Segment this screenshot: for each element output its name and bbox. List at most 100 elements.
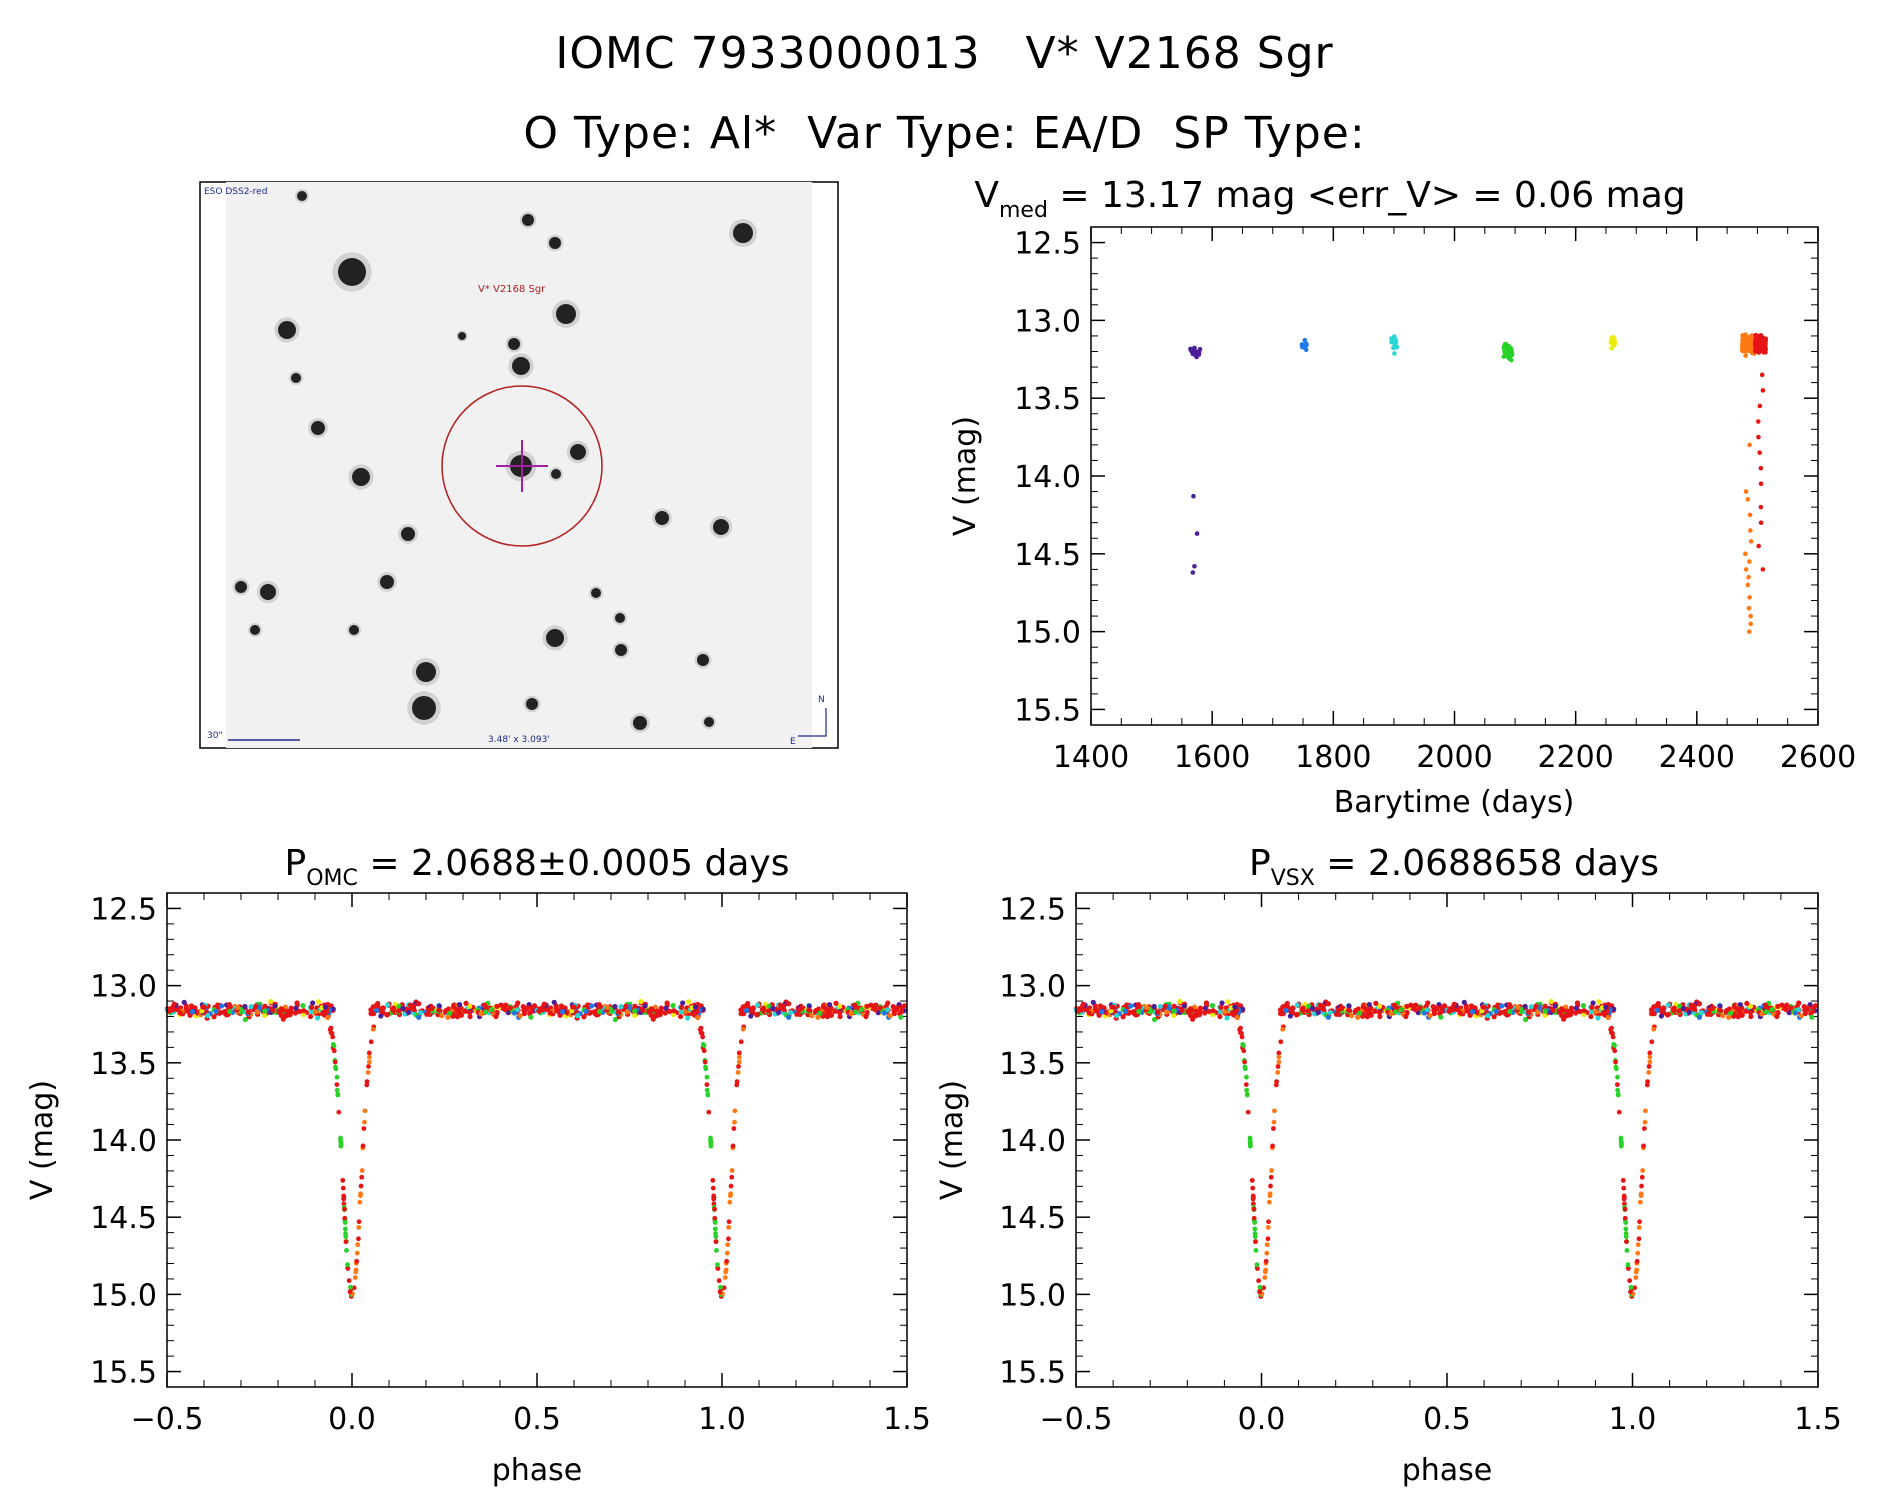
lightcurve-points bbox=[1188, 332, 1769, 634]
phase-omc-point bbox=[702, 1059, 708, 1065]
phase-vsx-point bbox=[1266, 1199, 1272, 1205]
lightcurve-point bbox=[1747, 559, 1752, 564]
phase-vsx-point bbox=[1763, 1009, 1769, 1015]
phase-omc-point bbox=[794, 1011, 800, 1017]
phase-omc-point bbox=[837, 1013, 843, 1020]
phase-vsx-ticks: −0.5 0.0 0.5 1.0 1.5 12.5 13.0 13.5 14.0 14.5 15.0… bbox=[999, 892, 1842, 1437]
phase-vsx-point bbox=[1622, 1195, 1627, 1200]
phase-vsx-point bbox=[1076, 1006, 1083, 1012]
phase-omc-point bbox=[734, 1079, 740, 1085]
phase-omc-point bbox=[701, 1043, 707, 1048]
phase-omc-point bbox=[482, 1002, 488, 1009]
phase-vsx-point bbox=[1299, 1006, 1305, 1012]
phase-omc-point bbox=[755, 1002, 761, 1008]
phase-vsx-point bbox=[1615, 1092, 1621, 1098]
phase-omc-point bbox=[712, 1226, 718, 1232]
finder-star bbox=[551, 469, 561, 479]
phase-omc-point bbox=[361, 1126, 367, 1131]
phase-vsx-point bbox=[1171, 1012, 1177, 1018]
lightcurve-point bbox=[1747, 442, 1752, 448]
phase-omc-point bbox=[354, 1250, 360, 1256]
lightcurve-point bbox=[1501, 345, 1507, 351]
phase-omc-ytick-label: 13.0 bbox=[90, 970, 157, 1005]
finder-stars bbox=[232, 189, 757, 733]
phase-vsx-point bbox=[1626, 1266, 1631, 1271]
phase-vsx-point bbox=[1596, 999, 1602, 1005]
phase-omc-point bbox=[183, 1005, 190, 1012]
phase-vsx-point bbox=[1357, 1010, 1363, 1016]
phase-vsx-point bbox=[1636, 1224, 1642, 1230]
phase-omc-point bbox=[385, 1002, 391, 1008]
phase-vsx-point bbox=[1810, 1004, 1816, 1011]
phase-omc-point bbox=[330, 1006, 336, 1012]
phase-vsx-point bbox=[1637, 1199, 1643, 1205]
phase-vsx-point bbox=[1720, 1013, 1726, 1019]
phase-omc-point bbox=[334, 1074, 340, 1080]
phase-vsx-point bbox=[1251, 1206, 1257, 1212]
phase-vsx-point bbox=[1163, 1009, 1170, 1015]
phase-vsx-point bbox=[1590, 1000, 1596, 1006]
phase-omc-point bbox=[837, 1003, 843, 1009]
finder-star bbox=[526, 698, 538, 710]
phase-omc-point bbox=[511, 1010, 517, 1016]
lightcurve-point bbox=[1191, 347, 1197, 352]
phase-omc-point bbox=[728, 1183, 734, 1189]
phase-omc-xtick-label: 0.0 bbox=[328, 1402, 376, 1437]
phase-vsx-point bbox=[1623, 1231, 1629, 1236]
phase-vsx-point bbox=[1438, 1009, 1445, 1015]
phase-omc-point bbox=[877, 1005, 883, 1011]
phase-vsx-point bbox=[1709, 1005, 1716, 1011]
phase-vsx-point bbox=[1646, 1064, 1652, 1069]
phase-omc-point bbox=[678, 1009, 684, 1015]
phase-vsx-point bbox=[1744, 1000, 1750, 1006]
finder-star bbox=[458, 332, 466, 340]
phase-vsx-ylabel: V (mag) bbox=[935, 1080, 970, 1200]
phase-vsx-point bbox=[1243, 1082, 1249, 1088]
finder-star bbox=[338, 258, 366, 286]
phase-vsx-point bbox=[1251, 1195, 1256, 1200]
phase-omc-point bbox=[314, 1015, 321, 1021]
figure-title-line1: IOMC 7933000013 V* V2168 Sgr bbox=[555, 28, 1334, 79]
phase-omc-point bbox=[745, 1003, 751, 1010]
phase-vsx-point bbox=[1680, 1005, 1686, 1012]
phase-omc-point bbox=[663, 1005, 669, 1011]
phase-omc-xtick-label: −0.5 bbox=[131, 1402, 204, 1437]
lightcurve-point bbox=[1760, 388, 1766, 393]
phase-omc-point bbox=[493, 1013, 499, 1020]
phase-vsx-point bbox=[1368, 1012, 1374, 1018]
phase-vsx-point bbox=[1269, 1168, 1275, 1173]
lightcurve-point bbox=[1744, 342, 1749, 348]
phase-vsx-point bbox=[1210, 1008, 1216, 1014]
phase-omc-ytick-label: 14.0 bbox=[90, 1124, 157, 1159]
phase-omc-point bbox=[370, 1026, 376, 1032]
phase-omc-point bbox=[722, 1275, 728, 1280]
phase-omc-point bbox=[833, 1000, 839, 1006]
phase-omc-point bbox=[312, 1009, 318, 1015]
phase-omc-point bbox=[624, 1009, 630, 1015]
phase-vsx-point bbox=[1241, 1043, 1246, 1048]
lightcurve-point bbox=[1747, 512, 1753, 518]
phase-omc-point bbox=[292, 1010, 298, 1016]
phase-vsx-ytick-label: 12.5 bbox=[999, 892, 1066, 927]
phase-omc-point bbox=[336, 1109, 342, 1115]
phase-vsx-point bbox=[1461, 999, 1467, 1005]
lightcurve-point bbox=[1756, 543, 1761, 549]
phase-omc-point bbox=[488, 1006, 494, 1013]
phase-omc-point bbox=[684, 1015, 691, 1021]
phase-vsx-point bbox=[1294, 1011, 1300, 1017]
phase-omc-point bbox=[262, 1008, 268, 1014]
phase-omc-point bbox=[365, 1070, 371, 1075]
phase-vsx-point bbox=[1573, 1005, 1579, 1011]
phase-omc-point bbox=[494, 1003, 500, 1009]
phase-omc-point bbox=[284, 1013, 290, 1019]
lightcurve-point bbox=[1509, 357, 1514, 363]
lightcurve-point bbox=[1756, 434, 1761, 440]
phase-omc-ytick-label: 14.5 bbox=[90, 1201, 157, 1236]
phase-omc-point bbox=[278, 1006, 284, 1012]
phase-vsx-point bbox=[1315, 1009, 1321, 1016]
phase-vsx-point bbox=[1696, 1001, 1702, 1007]
phase-vsx-point bbox=[1151, 1003, 1157, 1010]
phase-omc-point bbox=[806, 1003, 812, 1009]
phase-omc-point bbox=[456, 1001, 463, 1008]
phase-vsx-point bbox=[1622, 1206, 1628, 1212]
